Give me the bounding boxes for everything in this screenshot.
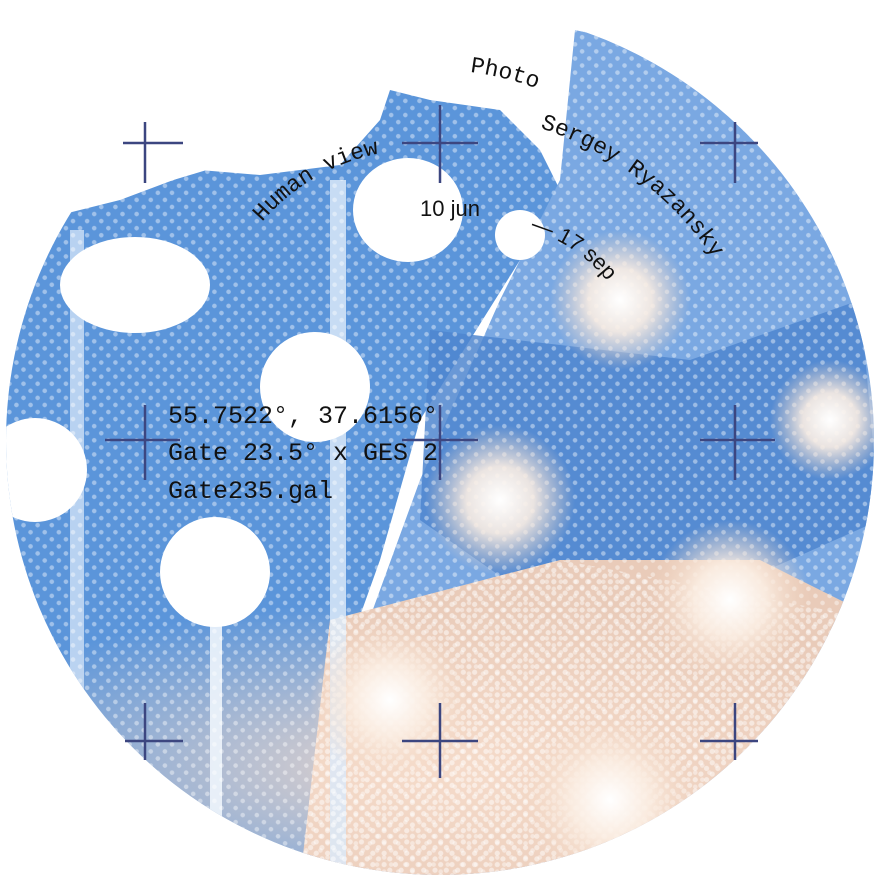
crosshair-icon	[125, 703, 183, 760]
crosshair-icon	[402, 703, 478, 778]
info-gate: Gate 23.5° x GES 2	[168, 439, 438, 468]
info-file: Gate235.gal	[168, 477, 333, 506]
info-coords: 55.7522°, 37.6156°	[168, 402, 438, 431]
crosshair-grid	[105, 105, 775, 778]
crosshair-icon	[700, 122, 758, 183]
info-block: 55.7522°, 37.6156° Gate 23.5° x GES 2 Ga…	[168, 402, 438, 506]
crosshair-icon	[700, 703, 758, 760]
crosshair-icon	[402, 105, 478, 183]
crosshair-icon	[402, 405, 478, 480]
crosshair-icon	[123, 122, 183, 183]
crosshair-icon	[105, 405, 180, 480]
crosshair-icon	[700, 405, 775, 480]
label-dates-prefix: 10 jun	[420, 196, 480, 221]
